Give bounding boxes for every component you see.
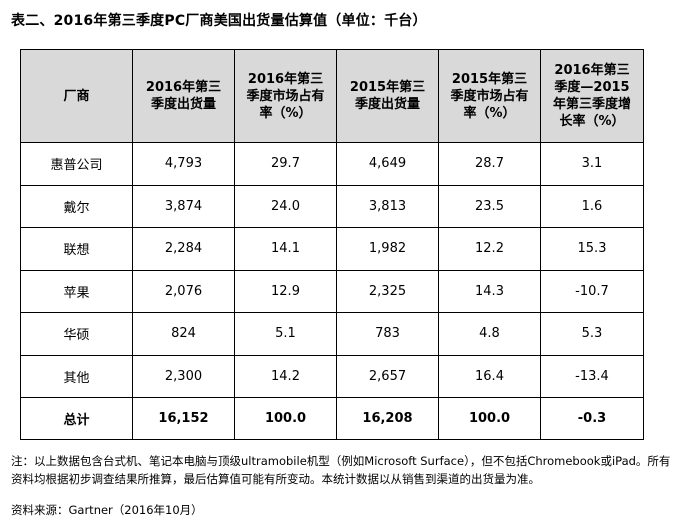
cell-2015-shipments: 2,657: [336, 354, 439, 398]
cell-growth: -10.7: [540, 269, 644, 313]
table-row: 华硕 824 5.1 783 4.8 5.3: [20, 312, 644, 356]
header-vendor: 厂商: [20, 49, 133, 143]
header-2016-share: 2016年第三季度市场占有率（%）: [234, 49, 337, 143]
shipments-table: 厂商 2016年第三季度出货量 2016年第三季度市场占有率（%） 2015年第…: [20, 49, 644, 440]
cell-2015-share: 4.8: [438, 312, 541, 356]
page-title: 表二、2016年第三季度PC厂商美国出货量估算值（单位：千台）: [11, 13, 427, 29]
cell-total-2015-shipments: 16,208: [336, 397, 439, 440]
cell-2016-share: 14.1: [234, 227, 337, 271]
cell-2015-share: 14.3: [438, 269, 541, 313]
table-row: 联想 2,284 14.1 1,982 12.2 15.3: [20, 227, 644, 271]
header-2016-shipments: 2016年第三季度出货量: [132, 49, 235, 143]
table-row: 苹果 2,076 12.9 2,325 14.3 -10.7: [20, 269, 644, 313]
cell-2015-share: 28.7: [438, 142, 541, 186]
cell-2016-shipments: 3,874: [132, 184, 235, 228]
cell-2015-share: 23.5: [438, 184, 541, 228]
cell-2015-share: 16.4: [438, 354, 541, 398]
cell-growth: -13.4: [540, 354, 644, 398]
cell-2016-share: 14.2: [234, 354, 337, 398]
cell-total-2016-shipments: 16,152: [132, 397, 235, 440]
cell-2016-shipments: 4,793: [132, 142, 235, 186]
header-growth: 2016年第三季度—2015年第三季度增长率（%）: [540, 49, 644, 143]
table-row: 戴尔 3,874 24.0 3,813 23.5 1.6: [20, 184, 644, 228]
cell-vendor: 戴尔: [20, 184, 133, 228]
table-header-row: 厂商 2016年第三季度出货量 2016年第三季度市场占有率（%） 2015年第…: [20, 49, 644, 143]
cell-2016-share: 24.0: [234, 184, 337, 228]
cell-2015-shipments: 2,325: [336, 269, 439, 313]
cell-2015-share: 12.2: [438, 227, 541, 271]
cell-vendor: 其他: [20, 354, 133, 398]
footnote: 注：以上数据包含台式机、笔记本电脑与顶级ultramobile机型（例如Micr…: [11, 454, 671, 486]
table-total-row: 总计 16,152 100.0 16,208 100.0 -0.3: [20, 397, 644, 440]
cell-2015-shipments: 783: [336, 312, 439, 356]
cell-total-label: 总计: [20, 397, 133, 440]
header-2015-shipments: 2015年第三季度出货量: [336, 49, 439, 143]
header-2015-share: 2015年第三季度市场占有率（%）: [438, 49, 541, 143]
cell-2016-share: 5.1: [234, 312, 337, 356]
cell-total-2015-share: 100.0: [438, 397, 541, 440]
cell-2016-shipments: 824: [132, 312, 235, 356]
cell-growth: 3.1: [540, 142, 644, 186]
cell-growth: 15.3: [540, 227, 644, 271]
cell-2016-shipments: 2,300: [132, 354, 235, 398]
cell-vendor: 华硕: [20, 312, 133, 356]
cell-total-2016-share: 100.0: [234, 397, 337, 440]
cell-vendor: 联想: [20, 227, 133, 271]
cell-2015-shipments: 3,813: [336, 184, 439, 228]
cell-2016-shipments: 2,284: [132, 227, 235, 271]
source-citation: 资料来源：Gartner（2016年10月）: [11, 503, 203, 517]
cell-vendor: 惠普公司: [20, 142, 133, 186]
table-row: 惠普公司 4,793 29.7 4,649 28.7 3.1: [20, 142, 644, 186]
cell-2016-share: 12.9: [234, 269, 337, 313]
cell-2015-shipments: 1,982: [336, 227, 439, 271]
cell-2015-shipments: 4,649: [336, 142, 439, 186]
cell-2016-shipments: 2,076: [132, 269, 235, 313]
cell-2016-share: 29.7: [234, 142, 337, 186]
cell-total-growth: -0.3: [540, 397, 644, 440]
table-row: 其他 2,300 14.2 2,657 16.4 -13.4: [20, 354, 644, 398]
cell-vendor: 苹果: [20, 269, 133, 313]
cell-growth: 1.6: [540, 184, 644, 228]
cell-growth: 5.3: [540, 312, 644, 356]
